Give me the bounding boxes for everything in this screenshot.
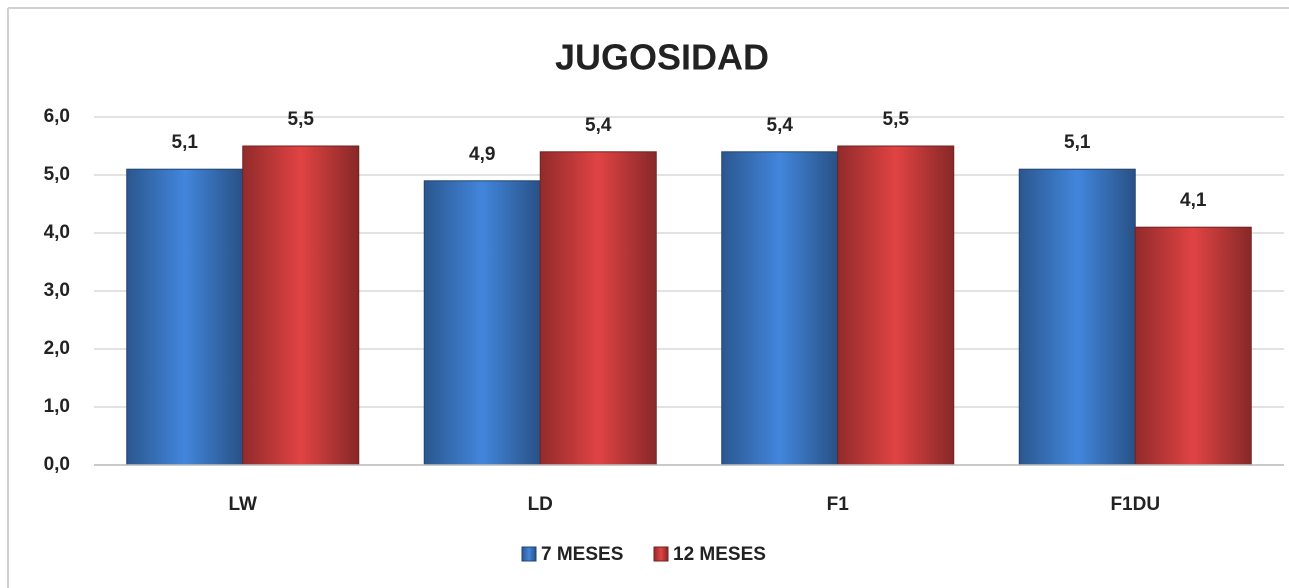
bar: [539, 151, 657, 466]
legend-label: 7 MESES: [541, 544, 623, 565]
y-tick-label: 4,0: [44, 222, 70, 243]
y-tick-label: 1,0: [44, 396, 70, 417]
x-tick-label: LW: [229, 494, 258, 515]
x-tick-label: LD: [528, 494, 553, 515]
bar: [837, 145, 955, 466]
data-label: 5,4: [585, 115, 612, 136]
legend-label: 12 MESES: [673, 544, 766, 565]
bar: [1018, 168, 1136, 466]
x-tick-label: F1DU: [1110, 494, 1160, 515]
bar: [242, 145, 360, 466]
data-label: 5,5: [883, 109, 910, 130]
bar: [126, 168, 244, 466]
y-tick-label: 2,0: [44, 338, 70, 359]
legend-swatch: [521, 546, 537, 562]
data-label: 5,1: [172, 132, 199, 153]
bar: [423, 180, 541, 466]
y-tick-label: 3,0: [44, 280, 70, 301]
y-tick-label: 5,0: [44, 164, 70, 185]
data-label: 5,4: [767, 115, 794, 136]
data-label: 5,5: [288, 109, 315, 130]
legend-swatch: [653, 546, 669, 562]
bar: [1134, 226, 1252, 466]
x-tick-label: F1: [827, 494, 850, 515]
data-label: 4,1: [1180, 190, 1207, 211]
data-label: 5,1: [1064, 132, 1091, 153]
chart-title: JUGOSIDAD: [555, 37, 769, 78]
data-label: 4,9: [469, 144, 495, 165]
y-tick-label: 0,0: [44, 454, 70, 475]
bar: [721, 151, 839, 466]
y-tick-label: 6,0: [44, 106, 70, 127]
